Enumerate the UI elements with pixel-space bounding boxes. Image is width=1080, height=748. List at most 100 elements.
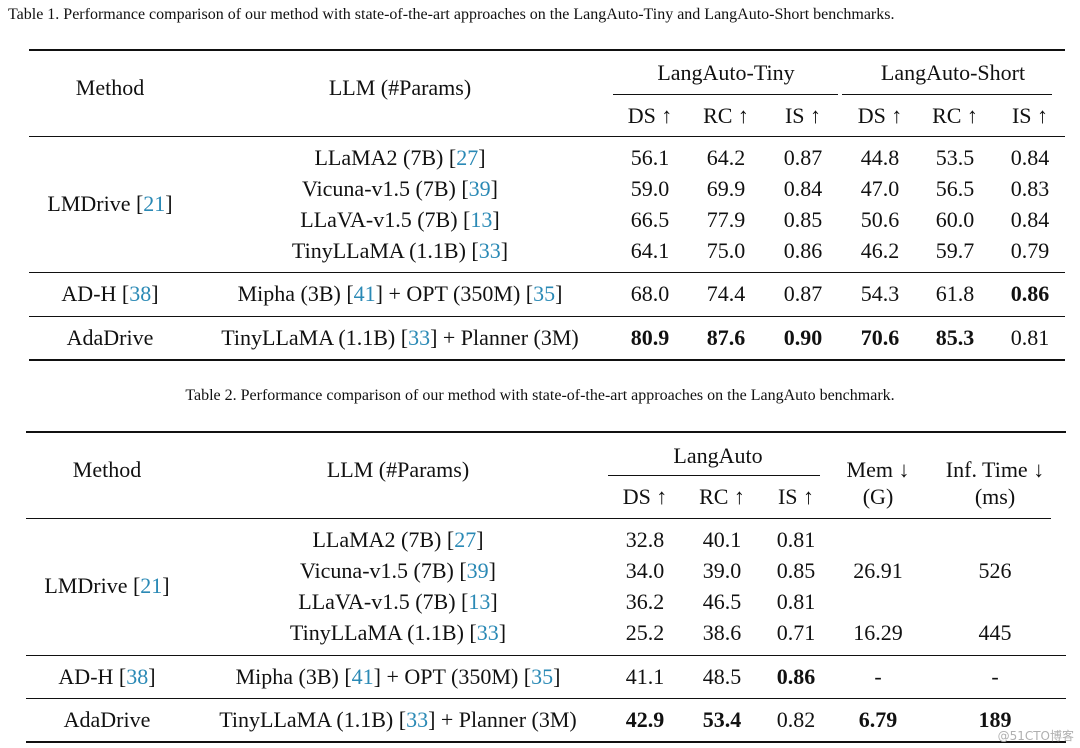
table1-top-rule — [29, 49, 1065, 51]
table1-row-llava-llm: LLaVA-v1.5 (7B) [13] — [300, 207, 500, 232]
table1-header-ds-b: DS ↑ — [857, 103, 903, 128]
table2-adadrive-mem: 6.79 — [858, 707, 898, 732]
table2-caption: Table 2. Performance comparison of our m… — [185, 387, 895, 404]
table1-value: 54.3 — [860, 281, 900, 306]
table1-value: 47.0 — [860, 176, 900, 201]
table1-value: 75.0 — [706, 238, 746, 263]
table1-value: 0.83 — [1010, 176, 1050, 201]
table1-value: 68.0 — [630, 281, 670, 306]
table1-header-method: Method — [75, 75, 145, 100]
table2-bottom-rule — [26, 741, 1066, 743]
table1-value-best: 0.90 — [783, 325, 823, 350]
table2-lmdrive-method: LMDrive [21] — [44, 573, 170, 598]
table2-inf-7b: 526 — [978, 558, 1012, 583]
table1-value: 60.0 — [935, 207, 975, 232]
table1-adadrive-method: AdaDrive — [66, 325, 154, 350]
table2-header-method: Method — [72, 457, 142, 482]
table2-header-is: IS ↑ — [777, 484, 815, 509]
table1-value: 0.84 — [783, 176, 823, 201]
table1-value: 50.6 — [860, 207, 900, 232]
table2-mem-7b: 26.91 — [853, 558, 903, 583]
table2-adadrive-inf: 189 — [978, 707, 1012, 732]
table1-row-llama2-llm: LLaMA2 (7B) [27] — [314, 145, 486, 170]
table1-row-tinyllama-llm: TinyLLaMA (1.1B) [33] — [291, 238, 509, 263]
table2-header-rule — [26, 518, 1051, 519]
table1-value-best: 85.3 — [935, 325, 975, 350]
table1-header-langauto-tiny: LangAuto-Tiny — [657, 60, 795, 85]
table2-value: 0.81 — [776, 527, 816, 552]
table2-row-tinyllama-llm: TinyLLaMA (1.1B) [33] — [289, 620, 507, 645]
table2-value-best: 0.86 — [776, 664, 816, 689]
table1-value: 0.84 — [1010, 145, 1050, 170]
table2-value: 46.5 — [702, 589, 742, 614]
table1-value: 59.0 — [630, 176, 670, 201]
table2-mem-tiny: 16.29 — [853, 620, 903, 645]
watermark: @51CTO博客 — [997, 729, 1074, 743]
table2-adh-llm: Mipha (3B) [41] + OPT (350M) [35] — [235, 664, 561, 689]
table2-top-rule — [26, 431, 1066, 433]
table2-adh-mem: - — [874, 664, 882, 689]
table2-rule — [26, 698, 1066, 699]
table1-value: 0.81 — [1010, 325, 1050, 350]
table1-header-langauto-short: LangAuto-Short — [880, 60, 1026, 85]
table1-header-llm: LLM (#Params) — [328, 75, 472, 100]
table1-value: 64.1 — [630, 238, 670, 263]
table1-row-vicuna-llm: Vicuna-v1.5 (7B) [39] — [301, 176, 499, 201]
table1-adh-method: AD-H [38] — [61, 281, 159, 306]
table1-value: 0.79 — [1010, 238, 1050, 263]
table1-value: 74.4 — [706, 281, 746, 306]
table2-rule — [26, 655, 1066, 656]
table1-header-rc-a: RC ↑ — [703, 103, 749, 128]
table2-adh-method: AD-H [38] — [58, 664, 156, 689]
table1-group-a-rule — [613, 94, 838, 95]
table1-header-rule — [29, 136, 1065, 137]
table1-value: 69.9 — [706, 176, 746, 201]
table2-value: 48.5 — [702, 664, 742, 689]
table2-value: 38.6 — [702, 620, 742, 645]
table2-value: 0.81 — [776, 589, 816, 614]
table1-adadrive-llm: TinyLLaMA (1.1B) [33] + Planner (3M) — [221, 325, 579, 350]
table1-value: 46.2 — [860, 238, 900, 263]
table1-value-best: 70.6 — [860, 325, 900, 350]
table2-value: 0.71 — [776, 620, 816, 645]
table1-value: 77.9 — [706, 207, 746, 232]
table1-header-rc-b: RC ↑ — [932, 103, 978, 128]
table2-value: 34.0 — [625, 558, 665, 583]
table2-adh-inf: - — [991, 664, 999, 689]
table1-value: 0.87 — [783, 281, 823, 306]
table2-value-best: 42.9 — [625, 707, 665, 732]
table2-header-rc: RC ↑ — [699, 484, 745, 509]
table1-header-ds-a: DS ↑ — [627, 103, 673, 128]
table2-header-mem-unit: (G) — [862, 484, 894, 509]
table2-value: 0.82 — [776, 707, 816, 732]
table1-value: 56.1 — [630, 145, 670, 170]
table2-value: 41.1 — [625, 664, 665, 689]
table1-value: 59.7 — [935, 238, 975, 263]
table1-value: 61.8 — [935, 281, 975, 306]
table2-value: 0.85 — [776, 558, 816, 583]
table1-value: 0.85 — [783, 207, 823, 232]
table2-adadrive-llm: TinyLLaMA (1.1B) [33] + Planner (3M) — [219, 707, 577, 732]
table1-adh-llm: Mipha (3B) [41] + OPT (350M) [35] — [237, 281, 563, 306]
table2-group-rule — [608, 475, 820, 476]
table1-header-is-b: IS ↑ — [1011, 103, 1049, 128]
table1-header-is-a: IS ↑ — [784, 103, 822, 128]
table2-value: 39.0 — [702, 558, 742, 583]
table2-header-inf-unit: (ms) — [974, 484, 1016, 509]
table1-value: 0.87 — [783, 145, 823, 170]
table1-value-best: 0.86 — [1010, 281, 1050, 306]
table2-header-langauto: LangAuto — [673, 443, 763, 468]
table1-value: 0.84 — [1010, 207, 1050, 232]
table2-inf-tiny: 445 — [978, 620, 1012, 645]
table2-value: 40.1 — [702, 527, 742, 552]
table1-lmdrive-method: LMDrive [21] — [47, 191, 173, 216]
table1-value-best: 87.6 — [706, 325, 746, 350]
table1-value: 44.8 — [860, 145, 900, 170]
table2-adadrive-method: AdaDrive — [63, 707, 151, 732]
table1-value: 53.5 — [935, 145, 975, 170]
table1-value: 0.86 — [783, 238, 823, 263]
table2-header-inf: Inf. Time ↓ — [945, 457, 1045, 482]
table2-value: 36.2 — [625, 589, 665, 614]
table2-row-llama2-llm: LLaMA2 (7B) [27] — [312, 527, 484, 552]
table2-value: 32.8 — [625, 527, 665, 552]
